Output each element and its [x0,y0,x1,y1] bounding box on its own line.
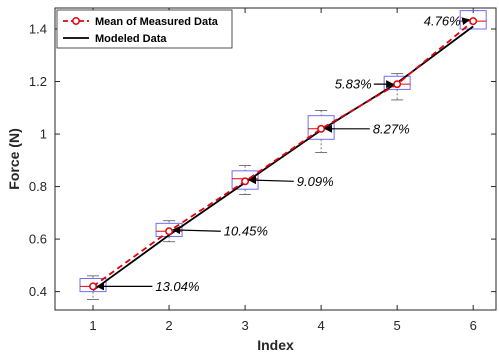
box [383,75,411,90]
y-tick-label: 0.4 [29,284,47,299]
x-tick-label: 2 [165,318,172,333]
annotation-label: 13.04% [155,279,199,294]
x-tick-label: 5 [394,318,401,333]
measured-point [469,17,478,26]
measured-point [393,80,402,89]
series-line-measured [92,20,474,288]
box [459,10,487,30]
annotation-arrow [461,17,471,26]
legend-label-measured: Mean of Measured Data [95,16,219,28]
x-axis-title: Index [257,337,294,353]
annotations: 13.04% 10.45% 9.09% 8.27% 5.83% 4.76% [96,14,471,294]
y-tick-label: 1.2 [29,74,47,89]
box [79,277,107,293]
y-tick-label: 1 [40,127,47,142]
y-axis-title: Force (N) [6,128,22,189]
legend-marker-measured [72,17,80,25]
annotation-label: 8.27% [373,121,410,136]
x-tick-label: 6 [470,318,477,333]
legend-label-modeled: Modeled Data [95,33,167,45]
annotation-label: 9.09% [297,174,334,189]
measured-point [317,124,326,133]
annotation-arrow [248,176,294,185]
x-tick-label: 1 [89,318,96,333]
legend-box [56,9,233,49]
measured-point [89,282,97,291]
box [307,115,335,140]
measured-point [241,177,250,186]
y-tick-label: 0.8 [29,179,47,194]
annotation-arrow [172,226,221,235]
annotation-label: 4.76% [424,14,461,29]
series-line-modeled [92,25,474,292]
y-tick-label: 1.4 [29,22,47,37]
axes: 1 2 3 4 5 6 0.4 0.6 0.8 1 1.2 1.4 [29,7,497,333]
plot-frame [54,7,497,311]
y-tick-label: 0.6 [29,232,47,247]
x-tick-label: 4 [318,318,325,333]
measured-point [165,227,174,236]
annotation-label: 10.45% [224,224,268,239]
series-lines [89,17,478,292]
legend: Mean of Measured Data Modeled Data [56,9,233,49]
annotation-label: 5.83% [335,77,372,92]
x-tick-label: 3 [241,318,248,333]
